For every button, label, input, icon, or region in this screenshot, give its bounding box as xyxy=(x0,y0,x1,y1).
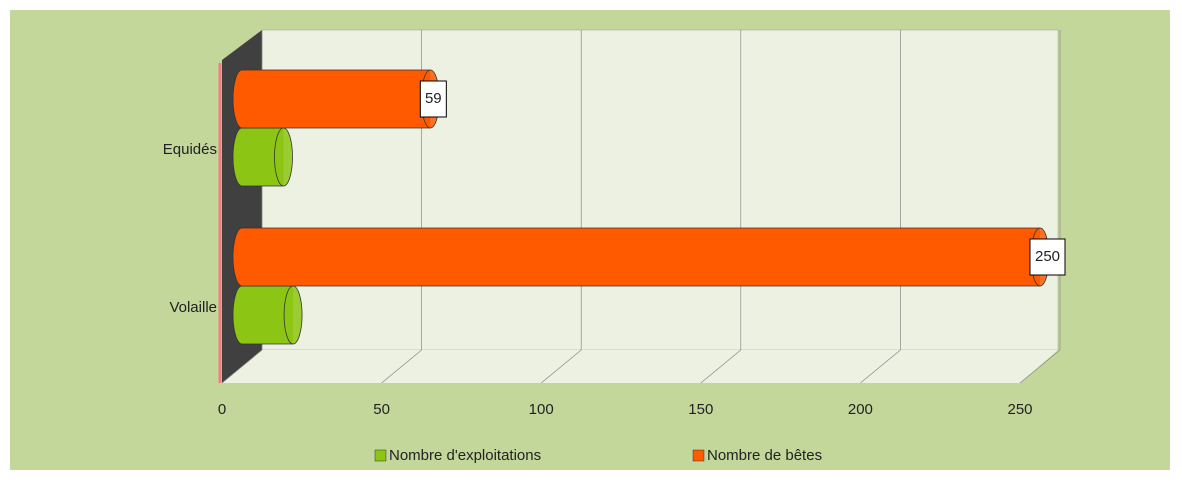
grid-line xyxy=(860,349,901,384)
x-tick-label: 100 xyxy=(529,401,554,418)
grid-line xyxy=(540,349,582,384)
bar xyxy=(242,70,431,128)
x-tick-label: 200 xyxy=(848,401,873,418)
floor xyxy=(222,350,1058,383)
grid-line xyxy=(1019,349,1061,384)
data-label-box xyxy=(1029,238,1066,276)
data-label: 250 xyxy=(1035,248,1060,265)
x-tick-label: 50 xyxy=(373,401,390,418)
legend-label: Nombre de bêtes xyxy=(707,447,822,464)
bar xyxy=(242,228,1040,286)
x-tick-label: 150 xyxy=(688,401,713,418)
y-tick-label: Volaille xyxy=(169,299,217,316)
grid-line xyxy=(221,349,263,384)
grid-line xyxy=(381,349,422,384)
bar-end xyxy=(274,127,293,187)
x-tick-label: 250 xyxy=(1007,401,1032,418)
y-tick-label: Equidés xyxy=(163,141,217,158)
bar-end xyxy=(283,285,303,345)
data-label: 59 xyxy=(425,90,442,107)
legend-swatch xyxy=(692,449,705,462)
grid-line xyxy=(700,349,742,384)
x-tick-label: 0 xyxy=(218,401,226,418)
data-label-box xyxy=(419,80,447,118)
legend-label: Nombre d'exploitations xyxy=(389,447,541,464)
legend-swatch xyxy=(374,449,387,462)
